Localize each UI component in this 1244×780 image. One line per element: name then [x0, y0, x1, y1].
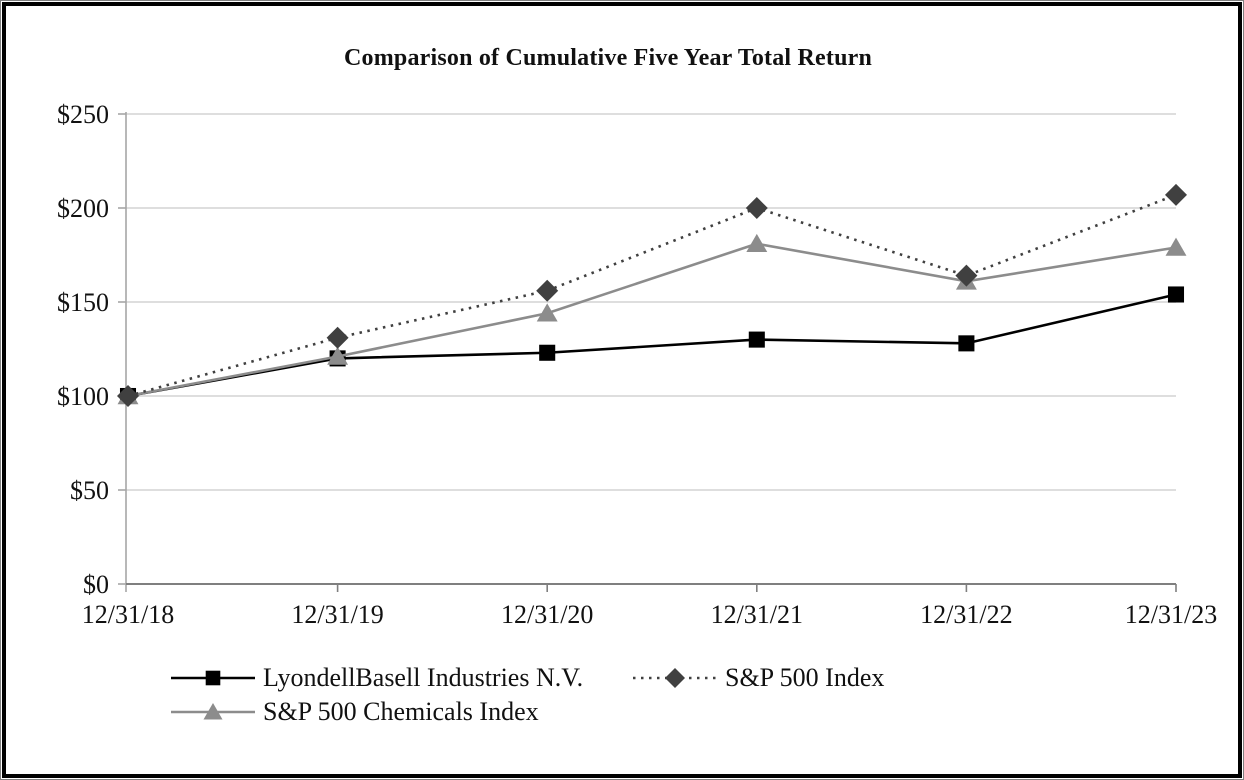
diamond-marker [117, 385, 139, 407]
square-marker [958, 335, 975, 352]
x-tick-label: 12/31/22 [920, 600, 1012, 629]
legend-swatch-triangle-icon [171, 703, 255, 720]
x-tick-label: 12/31/20 [501, 600, 593, 629]
y-tick-label: $150 [57, 288, 109, 317]
series-line [127, 193, 1177, 398]
square-marker [539, 344, 556, 361]
legend-swatch-square-icon [171, 670, 255, 686]
diamond-marker [326, 326, 349, 349]
y-ticks [118, 113, 126, 585]
series-line [127, 293, 1177, 398]
square-marker [205, 670, 221, 686]
diamond-marker [745, 197, 768, 219]
square-marker [1167, 286, 1185, 303]
legend-item-2: S&P 500 Chemicals Index [171, 697, 539, 727]
series-line [127, 242, 1177, 398]
triangle-marker [1165, 237, 1187, 256]
diamond-marker [536, 279, 559, 302]
y-tick-label: $50 [70, 476, 109, 505]
x-tick-labels: 12/31/18 12/31/19 12/31/20 12/31/21 12/31/22… [82, 600, 1217, 629]
diamond-marker [665, 668, 685, 688]
triangle-marker [746, 233, 768, 252]
y-tick-label: $250 [57, 100, 109, 129]
legend-row: S&P 500 Chemicals Index [171, 695, 971, 729]
legend-item-1: S&P 500 Index [633, 663, 884, 693]
x-ticks [336, 584, 1177, 592]
legend-row: LyondellBasell Industries N.V. S&P 500 In… [171, 661, 971, 695]
diamond-marker [1165, 183, 1187, 206]
x-tick-label: 12/31/18 [82, 600, 174, 629]
series-1 [117, 183, 1187, 407]
y-tick-label: $100 [57, 382, 109, 411]
legend-item-0: LyondellBasell Industries N.V. [171, 663, 633, 693]
x-tick-label: 12/31/19 [291, 600, 383, 629]
chart-legend: LyondellBasell Industries N.V. S&P 500 In… [171, 661, 971, 729]
triangle-marker [203, 703, 223, 720]
legend-label: S&P 500 Chemicals Index [263, 697, 539, 726]
legend-label: S&P 500 Index [725, 663, 885, 692]
x-tick-label: 12/31/21 [711, 600, 803, 629]
y-tick-labels: $0 $50 $100 $150 $200 $250 [57, 100, 109, 599]
gridlines [126, 113, 1176, 491]
diamond-marker [955, 264, 978, 287]
legend-swatch-diamond-icon [633, 668, 717, 688]
chart-title: Comparison of Cumulative Five Year Total… [343, 45, 873, 71]
series-0 [119, 286, 1185, 405]
series-2 [117, 233, 1187, 405]
y-tick-label: $200 [57, 194, 109, 223]
triangle-marker [536, 303, 558, 322]
triangle-marker [327, 346, 349, 365]
square-marker [748, 331, 765, 348]
legend-label: LyondellBasell Industries N.V. [263, 663, 584, 692]
x-tick-label: 12/31/23 [1125, 600, 1217, 629]
y-tick-label: $0 [83, 570, 109, 599]
